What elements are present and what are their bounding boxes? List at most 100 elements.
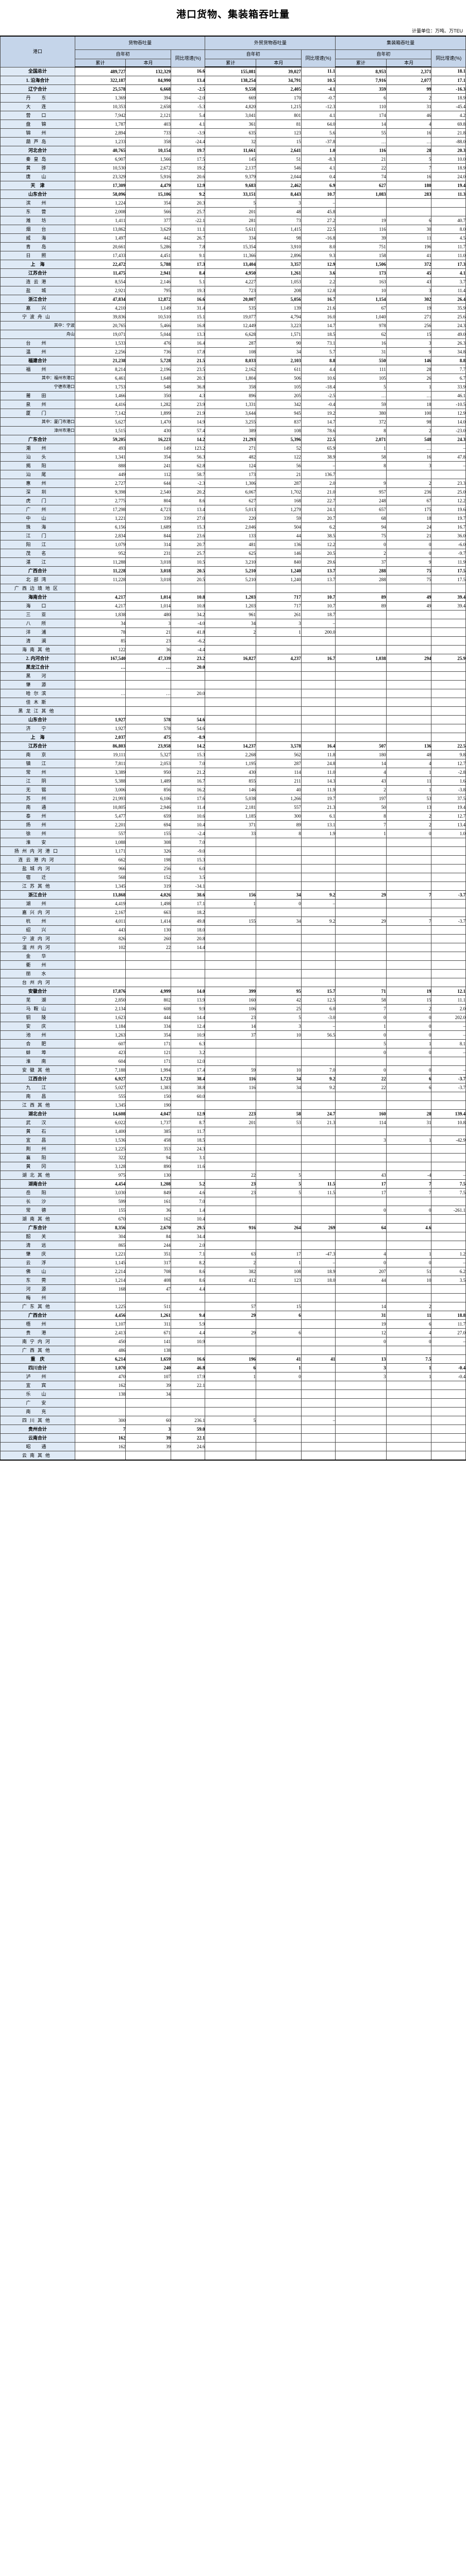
value-cell <box>386 934 432 943</box>
value-cell <box>386 1407 432 1416</box>
value-cell <box>335 960 387 970</box>
value-cell: 5 <box>335 382 387 392</box>
value-cell <box>431 1127 466 1136</box>
value-cell <box>386 1127 432 1136</box>
value-cell <box>301 645 336 654</box>
value-cell: 10.4 <box>170 820 206 829</box>
value-cell: -9.7 <box>431 549 466 558</box>
value-cell: 10.9 <box>170 1337 206 1346</box>
value-cell <box>431 943 466 952</box>
value-cell: 7.0 <box>170 1197 206 1206</box>
value-cell: 0 <box>335 1337 387 1346</box>
table-row: 三 亚 1,838 480 34.2 961 261 18.7 <box>0 610 466 619</box>
value-cell: 2 <box>205 1258 256 1267</box>
value-cell: 1,215 <box>255 102 302 111</box>
value-cell: 116 <box>335 225 387 234</box>
port-name-cell: 南 京 <box>0 750 75 759</box>
value-cell: 26.3 <box>431 338 466 348</box>
value-cell: 8.8 <box>431 356 466 365</box>
value-cell: 22.5 <box>301 225 336 234</box>
value-cell: 34 <box>255 1083 302 1092</box>
value-cell <box>255 715 302 724</box>
value-cell: 7.0 <box>170 759 206 768</box>
value-cell: 1,145 <box>74 1258 126 1267</box>
value-cell: 2,834 <box>74 531 126 540</box>
value-cell: 47.8 <box>431 452 466 462</box>
port-name-cell: 扬州内河港口 <box>0 846 75 856</box>
port-name-cell: 威 海 <box>0 233 75 243</box>
value-cell: 57 <box>205 1302 256 1311</box>
value-cell: 20,007 <box>205 295 256 304</box>
value-cell <box>74 671 126 681</box>
value-cell: 4.1 <box>301 163 336 173</box>
port-name-cell: 清 远 <box>0 1241 75 1250</box>
value-cell: 6 <box>335 93 387 103</box>
value-cell: 6.7 <box>431 374 466 383</box>
value-cell <box>386 1425 432 1434</box>
value-cell: 122 <box>255 452 302 462</box>
value-cell: 1,723 <box>125 1074 171 1083</box>
port-name-cell: 衢 州 <box>0 960 75 970</box>
table-row: 广 安 <box>0 1398 466 1408</box>
value-cell: 24.0 <box>431 172 466 181</box>
value-cell: 1,014 <box>125 601 171 611</box>
value-cell: 45 <box>386 268 432 278</box>
value-cell: 51 <box>386 1267 432 1276</box>
value-cell <box>301 855 336 865</box>
port-name-cell: 泰 州 <box>0 811 75 821</box>
value-cell: 138 <box>125 1346 171 1355</box>
value-cell: 359 <box>335 84 387 94</box>
port-name-cell: 莆 田 <box>0 391 75 400</box>
value-cell: 7 <box>335 1004 387 1013</box>
value-cell: 7,188 <box>74 1065 126 1075</box>
table-row: 佛 山 2,214 708 8.6 382 108 18.9 207 51 6.2 <box>0 1267 466 1276</box>
value-cell: 37 <box>335 557 387 567</box>
value-cell: -2.5 <box>170 84 206 94</box>
value-cell: 1,400 <box>74 1127 126 1136</box>
header-yoy-cargo: 同比增速(%) <box>170 49 206 67</box>
value-cell <box>386 899 432 908</box>
table-row: 南 京 19,111 5,327 15.3 2,268 562 11.8 180 48 9.8 <box>0 750 466 759</box>
value-cell: 73.1 <box>301 338 336 348</box>
table-row: 山东合计 1,927 578 54.6 <box>0 715 466 724</box>
value-cell <box>255 864 302 873</box>
table-row: 黄 冈 3,128 890 11.6 <box>0 1162 466 1171</box>
port-name-cell: 秦皇岛 <box>0 155 75 164</box>
value-cell: 3,128 <box>74 1162 126 1171</box>
table-row: 虎 门 2,775 804 8.6 627 168 22.7 248 67 12.2 <box>0 496 466 505</box>
table-row: 海南合计 4,217 1,014 10.8 1,203 717 10.7 89 49 39.4 <box>0 592 466 602</box>
value-cell: 11.3 <box>431 190 466 199</box>
value-cell: 444 <box>125 1013 171 1022</box>
value-cell: 14.4 <box>170 943 206 952</box>
table-row: 滨 州 1,224 354 20.3 5 3– <box>0 198 466 208</box>
value-cell: 6,927 <box>74 1074 126 1083</box>
value-cell: 10,530 <box>74 163 126 173</box>
value-cell <box>431 1092 466 1101</box>
value-cell <box>386 671 432 681</box>
value-cell: 3,223 <box>255 321 302 330</box>
value-cell <box>335 978 387 987</box>
value-cell: 3 <box>255 619 302 628</box>
value-cell: 10,353 <box>74 102 126 111</box>
value-cell <box>170 960 206 970</box>
value-cell: 26 <box>386 374 432 383</box>
port-name-cell: 襄 阳 <box>0 1153 75 1162</box>
value-cell: 1,266 <box>255 794 302 803</box>
value-cell: 21,993 <box>74 794 126 803</box>
value-cell: 29 <box>335 917 387 926</box>
value-cell <box>205 1284 256 1294</box>
value-cell: -4 <box>386 1171 432 1180</box>
value-cell <box>431 207 466 216</box>
value-cell <box>255 1433 302 1443</box>
value-cell: 161 <box>125 1197 171 1206</box>
value-cell: 9.4 <box>170 1311 206 1320</box>
port-name-cell: 清 澜 <box>0 636 75 646</box>
value-cell: 1,345 <box>74 1100 126 1110</box>
value-cell: 156 <box>205 890 256 900</box>
port-name-cell: 江西其他 <box>0 1100 75 1110</box>
value-cell: 41.8 <box>170 628 206 637</box>
table-row: 南 充 <box>0 1407 466 1416</box>
value-cell: 1,648 <box>125 374 171 383</box>
value-cell <box>255 1416 302 1425</box>
value-cell: 294 <box>386 654 432 663</box>
